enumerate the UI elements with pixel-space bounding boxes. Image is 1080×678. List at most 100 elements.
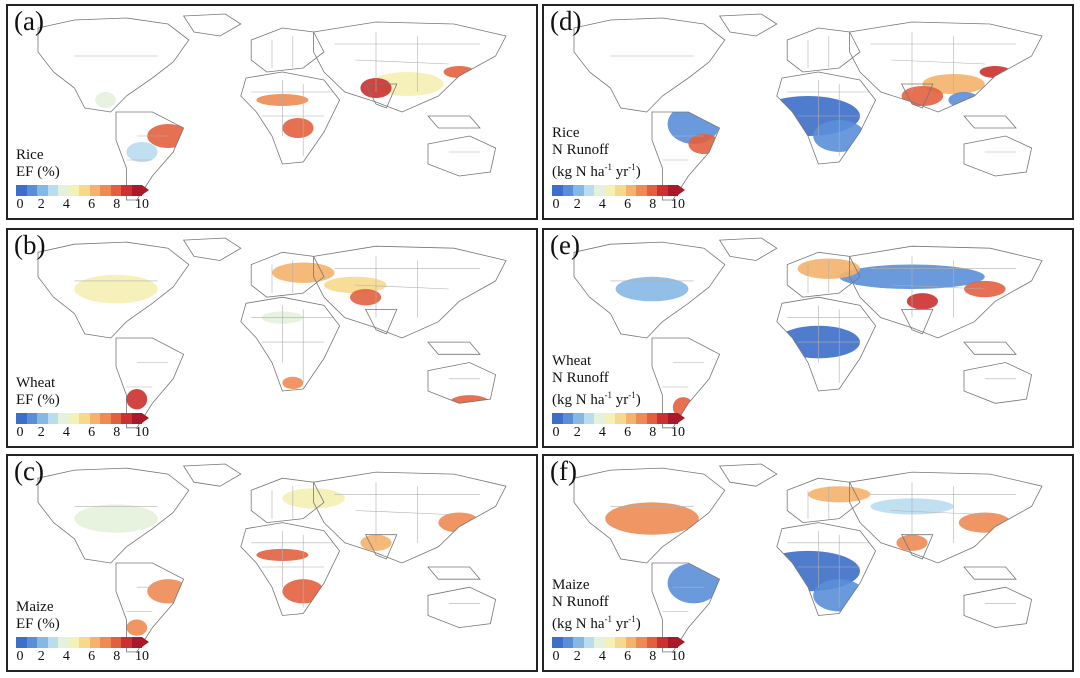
country-border bbox=[891, 510, 985, 515]
color-swatch bbox=[646, 185, 657, 196]
tick-label: 4 bbox=[62, 197, 70, 212]
tick-label: 4 bbox=[62, 425, 70, 440]
color-swatch bbox=[58, 637, 69, 648]
tick-label: 6 bbox=[88, 197, 96, 212]
color-swatch bbox=[79, 413, 90, 424]
coastline-greenland bbox=[718, 13, 778, 37]
tick-label: 6 bbox=[624, 649, 632, 664]
coastline-europe bbox=[250, 27, 325, 73]
coastline-indonesia bbox=[427, 566, 481, 580]
color-swatch bbox=[110, 185, 121, 196]
tick-label: 2 bbox=[37, 197, 45, 212]
color-swatch bbox=[100, 185, 111, 196]
colorbar-legend: Rice N Runoff (kg N ha-1 yr-1) 0 2 4 6 8 10 bbox=[552, 125, 686, 212]
tick-label: 4 bbox=[598, 649, 606, 664]
legend-crop-name: Wheat bbox=[16, 375, 56, 391]
coastline-europe bbox=[786, 251, 861, 298]
legend-crop-name: Rice bbox=[16, 147, 44, 163]
legend-unit: (kg N ha-1 yr-1) bbox=[552, 611, 686, 633]
coastline-australia bbox=[963, 362, 1033, 404]
color-swatch bbox=[89, 413, 100, 424]
coastline-africa bbox=[776, 522, 877, 616]
color-swatch bbox=[100, 637, 111, 648]
data-patch bbox=[438, 512, 481, 533]
color-swatch bbox=[573, 637, 584, 648]
color-swatch bbox=[100, 413, 111, 424]
map-panel-e-wheat-runoff: (e) Wheat N Runoff (kg N ha-1 yr-1) 0 2 4 6 8 10 bbox=[542, 228, 1074, 448]
data-patch bbox=[126, 142, 158, 162]
color-swatch bbox=[121, 185, 132, 196]
color-ramp bbox=[552, 185, 686, 196]
map-panel-b-wheat-ef: (b) Wheat EF (%) 0 2 4 6 8 10 bbox=[6, 228, 538, 448]
data-patch bbox=[448, 395, 491, 412]
color-ramp bbox=[16, 185, 150, 196]
coastline-india bbox=[364, 83, 398, 109]
color-swatch bbox=[625, 637, 636, 648]
country-border bbox=[355, 510, 449, 515]
coastline-north-america bbox=[37, 467, 190, 564]
unit-exponent: -1 bbox=[604, 162, 613, 172]
coastline-india bbox=[900, 309, 934, 335]
legend-metric: N Runoff bbox=[552, 370, 609, 386]
color-swatch bbox=[573, 185, 584, 196]
tick-label: 2 bbox=[37, 425, 45, 440]
unit-yr: yr bbox=[612, 164, 629, 180]
color-swatch bbox=[615, 413, 626, 424]
data-patch bbox=[272, 262, 335, 283]
coastline-indonesia bbox=[963, 115, 1017, 129]
tick-label: 0 bbox=[16, 649, 24, 664]
data-patch bbox=[995, 403, 1037, 420]
tick-label: 8 bbox=[649, 425, 657, 440]
color-swatch bbox=[573, 413, 584, 424]
data-patch bbox=[74, 504, 158, 533]
data-patch bbox=[1016, 178, 1037, 190]
coastline-indonesia bbox=[427, 341, 481, 355]
coastline-north-america bbox=[573, 467, 726, 564]
color-swatch bbox=[37, 413, 48, 424]
data-patch bbox=[667, 563, 720, 604]
color-swatch bbox=[110, 413, 121, 424]
coastline-north-america bbox=[37, 17, 190, 113]
color-swatch bbox=[16, 185, 27, 196]
color-ramp bbox=[552, 413, 686, 424]
color-swatch bbox=[89, 637, 100, 648]
color-swatch bbox=[562, 413, 573, 424]
color-swatch bbox=[657, 637, 668, 648]
tick-label: 8 bbox=[113, 649, 121, 664]
color-swatch bbox=[604, 637, 615, 648]
map-panel-f-maize-runoff: (f) Maize N Runoff (kg N ha-1 yr-1) 0 2 4 6 8 10 bbox=[542, 454, 1074, 672]
tick-label: 0 bbox=[16, 425, 24, 440]
tick-label: 6 bbox=[88, 425, 96, 440]
tick-label: 10 bbox=[135, 649, 149, 664]
coastline-africa bbox=[240, 522, 341, 616]
tick-label: 10 bbox=[671, 197, 685, 212]
color-swatch bbox=[594, 185, 605, 196]
color-swatch bbox=[47, 413, 58, 424]
color-swatch bbox=[615, 637, 626, 648]
data-patch bbox=[324, 276, 387, 294]
coastline-greenland bbox=[182, 13, 242, 37]
coastline-asia bbox=[849, 21, 1043, 113]
coastline-africa bbox=[240, 71, 341, 165]
legend-unit: (kg N ha-1 yr-1) bbox=[552, 387, 686, 409]
coastline-europe bbox=[786, 477, 861, 524]
coastline-greenland bbox=[182, 237, 242, 261]
coastline-australia bbox=[427, 135, 497, 177]
color-swatch bbox=[594, 637, 605, 648]
color-swatch bbox=[625, 413, 636, 424]
overflow-arrow bbox=[678, 413, 685, 423]
overflow-arrow bbox=[142, 413, 149, 423]
data-patch bbox=[605, 502, 699, 535]
color-swatch bbox=[583, 413, 594, 424]
tick-label: 2 bbox=[37, 649, 45, 664]
color-swatch bbox=[552, 185, 563, 196]
world-map bbox=[37, 463, 507, 653]
color-swatch bbox=[552, 413, 563, 424]
data-patch bbox=[964, 280, 1006, 298]
coastline-asia bbox=[849, 471, 1043, 564]
legend-crop-name: Rice bbox=[552, 125, 580, 141]
data-patch bbox=[615, 276, 689, 302]
colorbar-ticks: 0 2 4 6 8 10 bbox=[16, 196, 150, 212]
panel-label: (e) bbox=[550, 230, 580, 260]
map-panel-c-maize-ef: (c) Maize EF (%) 0 2 4 6 8 10 bbox=[6, 454, 538, 672]
